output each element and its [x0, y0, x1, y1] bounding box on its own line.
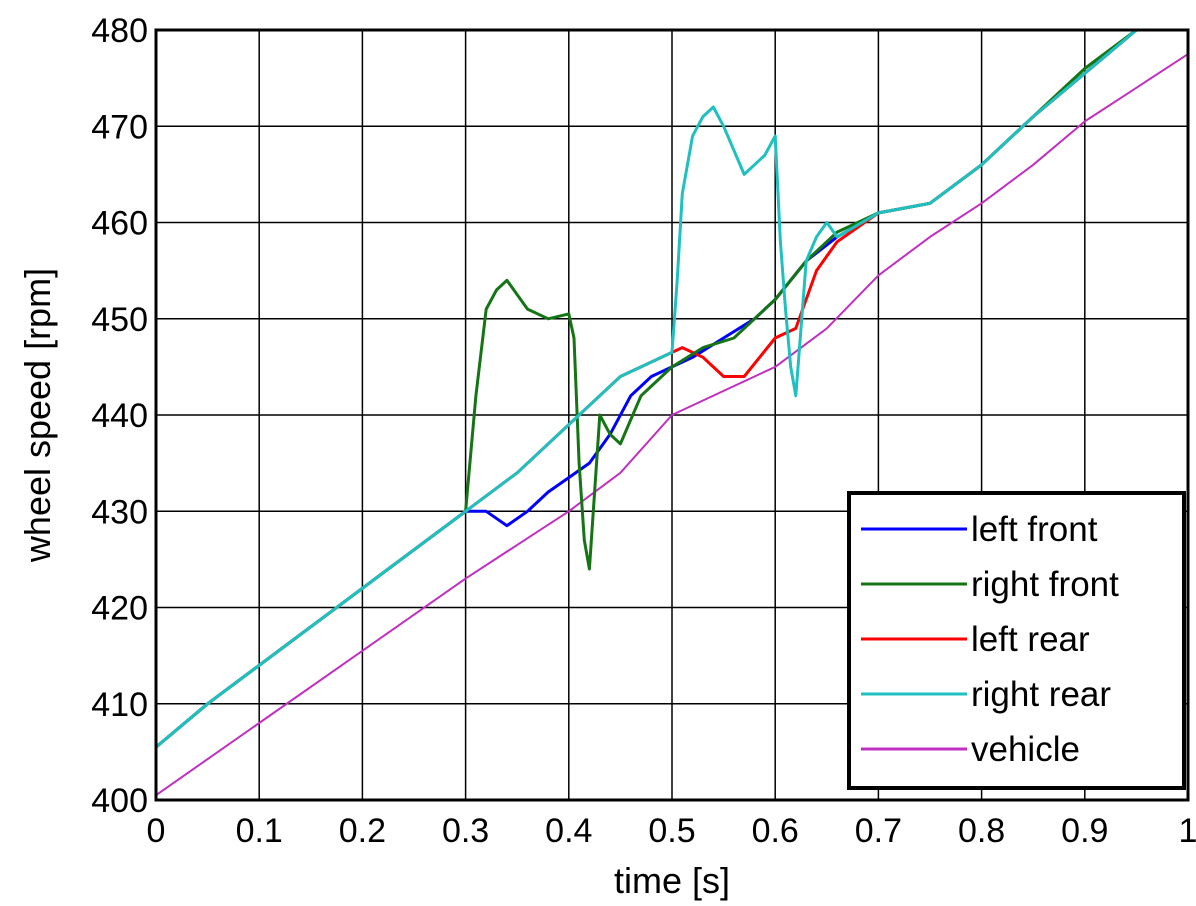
series-line-right-rear: [155, 28, 1138, 749]
x-tick-label: 0.1: [236, 812, 283, 850]
x-tick-label: 0.8: [958, 812, 1005, 850]
y-tick-label: 440: [91, 397, 148, 435]
data-series: [155, 28, 1189, 797]
y-tick-label: 410: [91, 686, 148, 724]
plot-frame: [154, 28, 1190, 802]
y-tick-label: 480: [91, 12, 148, 50]
x-tick-label: 1: [1179, 812, 1196, 850]
x-tick-label: 0.2: [339, 812, 386, 850]
legend-label: vehicle: [971, 730, 1080, 769]
y-tick-labels: 400 410 420 430 440 450 460 470 480: [91, 12, 148, 820]
x-tick-labels: 0 0.1 0.2 0.3 0.4 0.5 0.6 0.7 0.8 0.9 1: [147, 812, 1196, 850]
x-tick-label: 0.9: [1061, 812, 1108, 850]
x-tick-label: 0.5: [648, 812, 695, 850]
legend: left front right front left rear right rear…: [847, 491, 1186, 790]
x-tick-label: 0.3: [442, 812, 489, 850]
y-tick-label: 470: [91, 108, 148, 146]
y-axis-title: wheel speed [rpm]: [17, 268, 58, 563]
y-tick-label: 460: [91, 205, 148, 243]
legend-label: left front: [971, 510, 1098, 549]
y-tick-label: 430: [91, 493, 148, 531]
legend-label: right rear: [971, 675, 1111, 714]
x-tick-label: 0.7: [855, 812, 902, 850]
series-line-vehicle: [155, 53, 1189, 797]
x-tick-label: 0.4: [545, 812, 592, 850]
x-tick-label: 0.6: [752, 812, 799, 850]
legend-label: left rear: [971, 620, 1090, 659]
y-tick-label: 450: [91, 301, 148, 339]
legend-label: right front: [971, 565, 1119, 604]
y-tick-label: 420: [91, 590, 148, 628]
x-axis-title: time [s]: [614, 860, 730, 901]
y-tick-label: 400: [91, 782, 148, 820]
x-tick-label: 0: [147, 812, 166, 850]
